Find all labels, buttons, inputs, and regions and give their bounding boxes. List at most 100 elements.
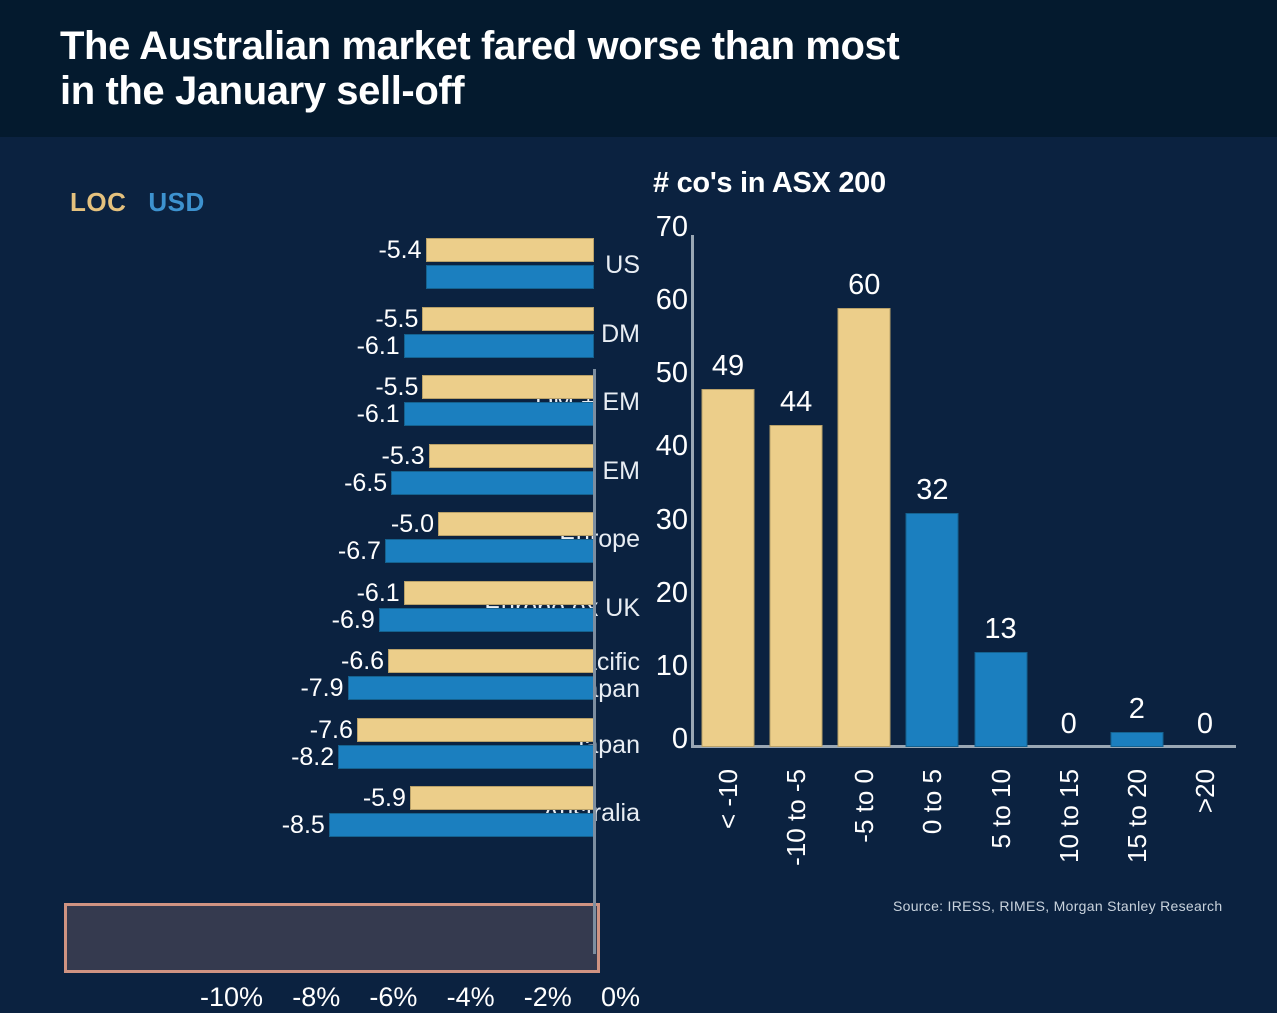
bar-value-label: 13 — [984, 612, 1017, 645]
bar-value-label: -6.1 — [356, 578, 400, 607]
bar-loc — [425, 238, 594, 262]
x-tick-label: -4% — [446, 982, 495, 1012]
x-tick-label: -2% — [523, 982, 572, 1012]
bar-value-label: -6.6 — [341, 647, 385, 675]
chart-legend: LOC USD — [70, 187, 205, 218]
legend-item-loc: LOC — [70, 187, 127, 217]
bar-loc — [438, 512, 594, 536]
vertical-bar — [1110, 732, 1164, 747]
bar-column: 13 5 to 10 — [967, 235, 1035, 849]
bar-usd — [391, 470, 594, 495]
x-tick-label: 0% — [600, 982, 640, 1012]
bar-value-label: -5.5 — [375, 373, 419, 401]
bar-row: EM -5.3 -6.5 — [0, 438, 640, 507]
bar-category-label: DM — [601, 319, 640, 348]
bar-loc — [403, 580, 594, 605]
bar-value-label: -5.4 — [378, 236, 422, 264]
bar-category-label: EM — [602, 456, 641, 485]
bar-value-label: -6.7 — [337, 537, 381, 565]
x-category-label: 5 to 10 — [985, 769, 1016, 849]
bar-row: DM + EM-5.5-6.1 — [0, 369, 640, 438]
y-tick-label: 50 — [655, 357, 688, 390]
bar-loc — [388, 649, 594, 673]
bar-column: 2 15 to 20 — [1103, 235, 1171, 863]
bar-row: AC Asia Pacific ex Japan-6.6-7.9 — [0, 643, 640, 712]
bar-value-label: 0 — [1060, 708, 1077, 740]
bar-value-label: -5.3 — [381, 441, 425, 470]
bar-row: Australia-5.9-8.5 — [0, 780, 640, 849]
right-chart-panel: # co's in ASX 200 70 60 50 40 30 20 10 0 49 < -1… — [640, 137, 1277, 955]
bar-row: US -5.4 — [0, 232, 640, 301]
bar-value-label: 2 — [1128, 693, 1145, 726]
bar-row: Europe ex UK-6.1-6.9 — [0, 575, 640, 644]
bar-value-label: -5.5 — [375, 304, 419, 333]
bar-group: -5.4 — [282, 232, 594, 301]
x-category-label: 10 to 15 — [1053, 769, 1084, 863]
bar-value-label: -5.9 — [362, 784, 406, 812]
bar-value-label: -7.9 — [300, 674, 344, 702]
bar-value-label: 60 — [848, 269, 881, 302]
bar-value-label: -6.9 — [331, 605, 375, 634]
bar-usd — [425, 265, 594, 289]
right-chart-plot: 70 60 50 40 30 20 10 0 49 < -10 44 -10 to -5 60 -5 t… — [640, 213, 1240, 892]
bar-group: -7.6 -8.2 — [282, 712, 594, 781]
header-band: The Australian market fared worse than m… — [0, 0, 1277, 137]
x-category-label: < -10 — [713, 769, 744, 829]
bar-group: -5.5 -6.1 — [282, 301, 594, 370]
vertical-bar — [974, 651, 1028, 747]
bar-row: Europe -5.0 -6.7 — [0, 506, 640, 575]
bar-group: -5.0 -6.7 — [282, 506, 594, 575]
bar-loc — [422, 375, 594, 399]
bar-value-label: -6.1 — [356, 331, 400, 360]
bar-group: -6.6 -7.9 — [282, 643, 594, 712]
bar-value-label: 44 — [780, 386, 813, 419]
vertical-bar — [905, 512, 959, 747]
x-category-label: -5 to 0 — [849, 769, 880, 843]
y-tick-label: 20 — [655, 576, 688, 609]
bar-usd — [384, 539, 594, 563]
zero-axis-line — [593, 369, 596, 954]
x-category-label: 0 to 5 — [917, 769, 948, 835]
bar-loc — [422, 306, 594, 331]
bar-usd — [403, 333, 594, 358]
vertical-bar — [701, 388, 755, 747]
bar-loc — [356, 717, 594, 742]
y-axis-line — [691, 235, 694, 747]
bar-category-label: US — [605, 251, 640, 279]
bar-column: 49 < -10 — [694, 235, 762, 829]
bar-group: -5.9 -8.5 — [282, 780, 594, 849]
x-category-label: 15 to 20 — [1121, 769, 1152, 863]
x-tick-label: -8% — [292, 982, 341, 1012]
australia-highlight-box — [64, 903, 600, 973]
bar-group: -5.5 -6.1 — [282, 369, 594, 438]
x-tick-label: -6% — [369, 982, 418, 1012]
vertical-bar — [837, 308, 891, 747]
right-chart-y-axis: 70 60 50 40 30 20 10 0 — [640, 213, 688, 754]
bar-usd — [403, 402, 594, 426]
bar-column: 0 10 to 15 — [1035, 235, 1103, 863]
bar-value-label: 32 — [916, 473, 949, 506]
bar-value-label: 0 — [1196, 708, 1214, 740]
bar-usd — [338, 744, 594, 769]
y-tick-label: 0 — [671, 723, 688, 755]
bar-value-label: -8.5 — [281, 811, 325, 839]
bar-usd — [328, 813, 594, 837]
bar-value-label: -7.6 — [309, 715, 353, 744]
bar-usd — [378, 607, 594, 632]
x-tick-label: -10% — [200, 982, 264, 1012]
bar-group: -5.3 -6.5 — [282, 438, 594, 507]
bar-value-label: -5.0 — [390, 510, 434, 538]
y-tick-label: 70 — [655, 211, 688, 243]
bar-row: Japan -7.6 -8.2 — [0, 712, 640, 781]
bar-value-label: -6.1 — [356, 400, 400, 428]
bar-loc — [409, 786, 594, 810]
bar-value-label: -8.2 — [291, 742, 335, 771]
vertical-bars-area: 49 < -10 44 -10 to -5 60 -5 to 0 32 0 to 5 13 5 t… — [694, 235, 1239, 866]
left-chart-x-axis: -10% -8% -6% -4% -2% 0% — [200, 982, 640, 1013]
source-note: Source: IRESS, RIMES, Morgan Stanley Res… — [893, 898, 1223, 914]
legend-item-usd: USD — [148, 187, 205, 217]
y-tick-label: 30 — [655, 503, 688, 536]
bar-usd — [347, 676, 594, 700]
bar-value-label: 49 — [711, 349, 745, 382]
